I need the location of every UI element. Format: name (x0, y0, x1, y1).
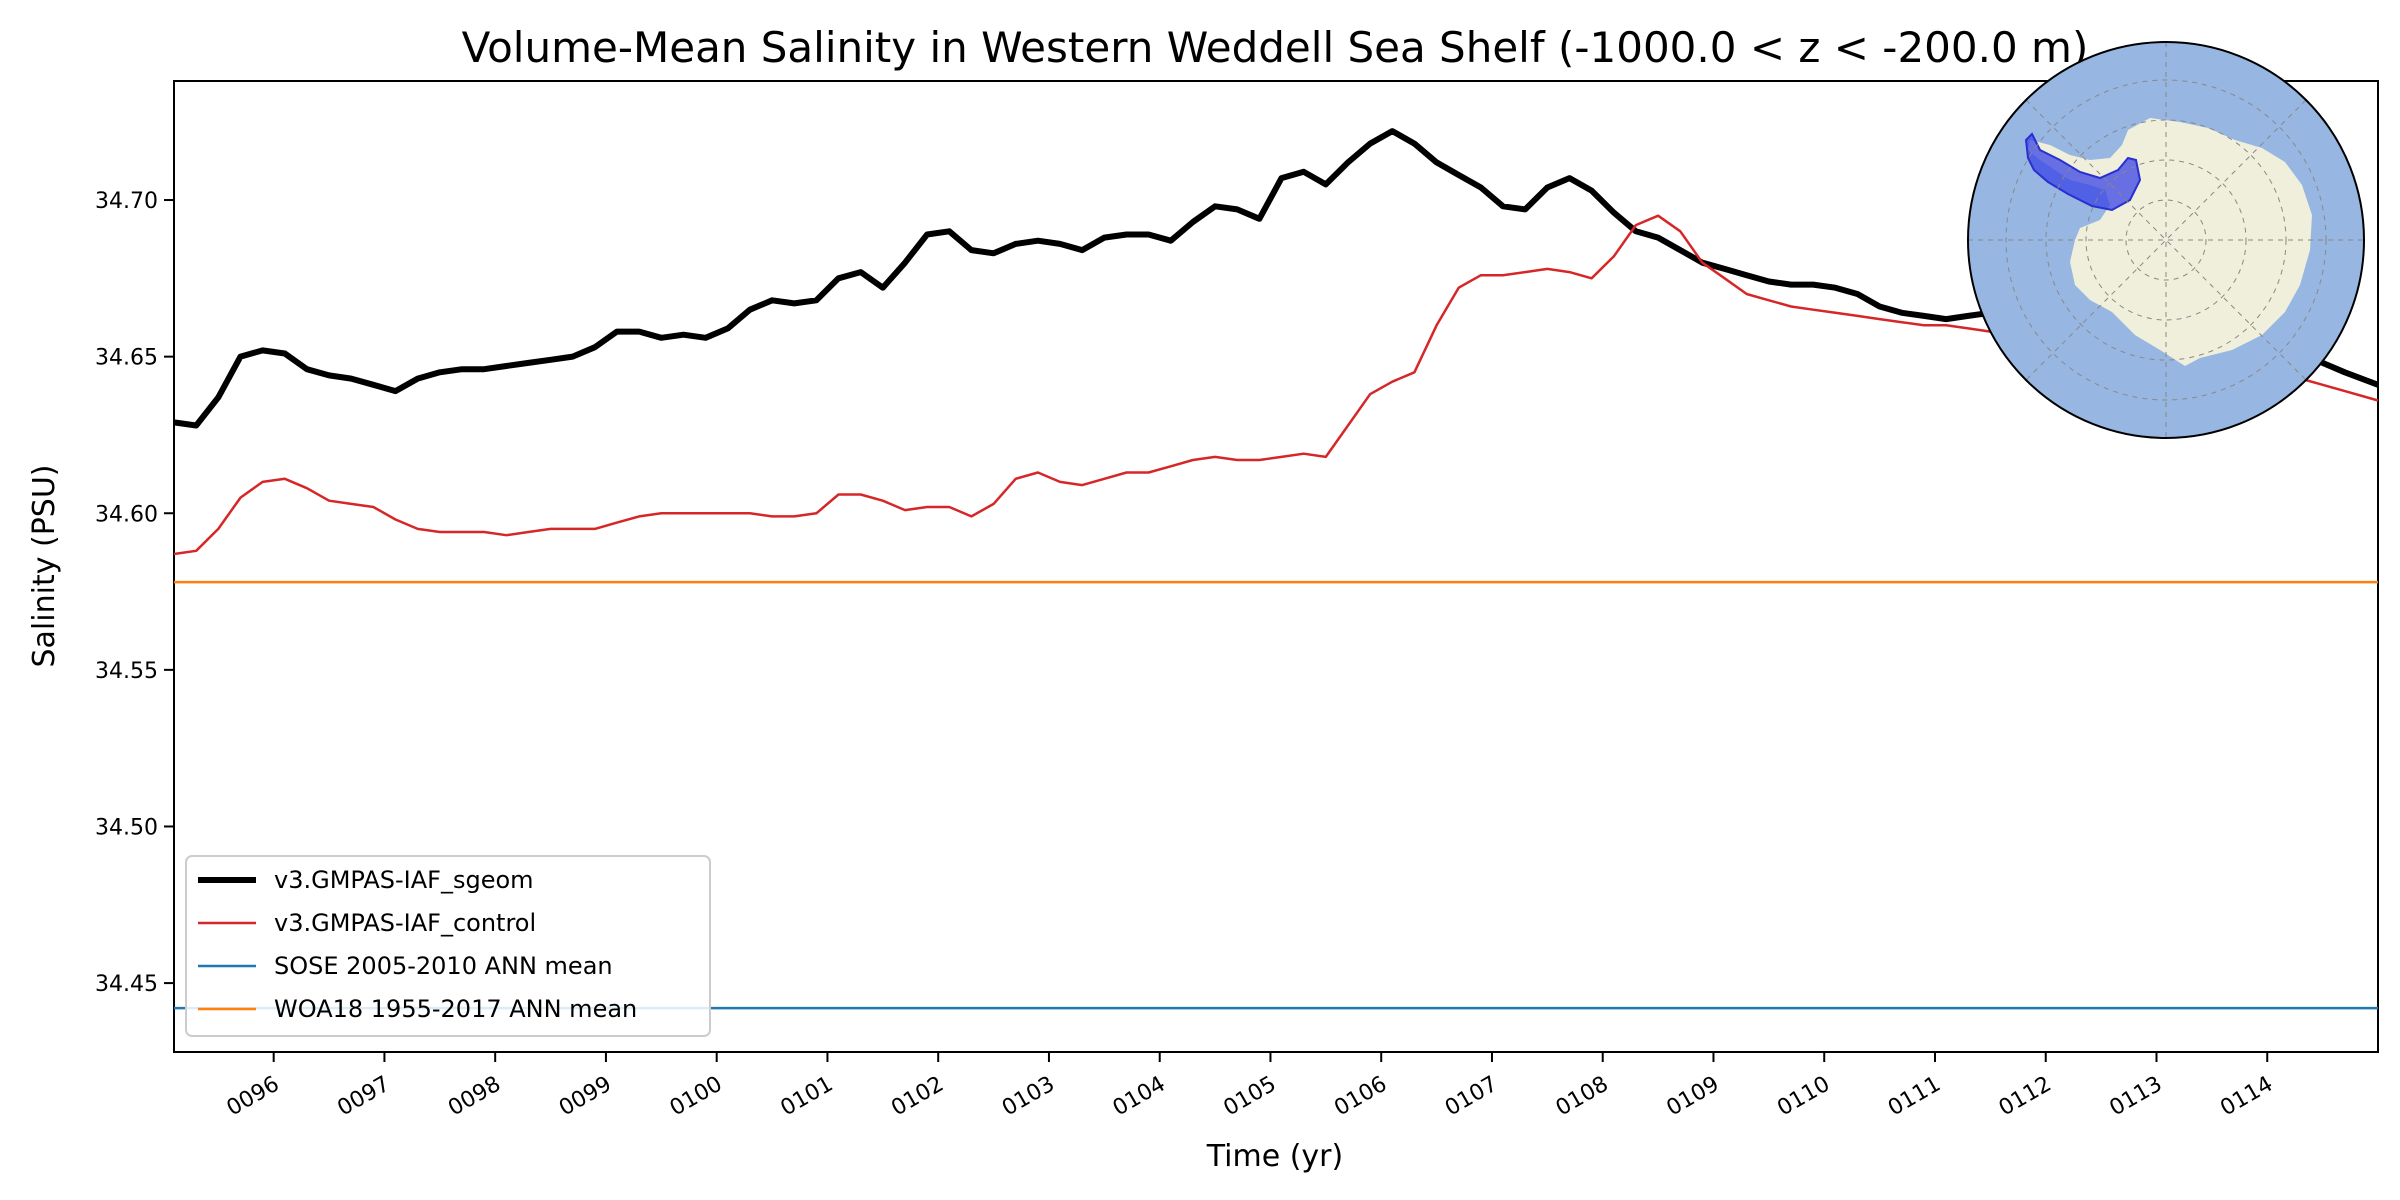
x-tick-label: 0102 (887, 1072, 948, 1122)
inset-border (1967, 41, 2365, 439)
legend-label: v3.GMPAS-IAF_sgeom (274, 866, 534, 894)
x-tick-label: 0106 (1330, 1072, 1391, 1122)
x-tick-label: 0101 (776, 1072, 837, 1122)
y-tick-label: 34.55 (95, 659, 158, 684)
x-tick-label: 0099 (555, 1072, 616, 1122)
legend-label: v3.GMPAS-IAF_control (274, 909, 536, 937)
x-tick-label: 0105 (1219, 1072, 1280, 1122)
legend-label: SOSE 2005-2010 ANN mean (274, 952, 613, 980)
x-tick-label: 0107 (1441, 1072, 1502, 1122)
y-tick-label: 34.50 (95, 815, 158, 840)
legend-label: WOA18 1955-2017 ANN mean (274, 995, 637, 1023)
x-tick-label: 0097 (333, 1072, 394, 1122)
y-axis-label: Salinity (PSU) (27, 465, 62, 668)
inset-region-highlight (2024, 132, 2142, 212)
y-tick-label: 34.70 (95, 189, 158, 214)
y-axis-ticks: 34.45 34.50 34.55 34.60 34.65 34.70 (95, 189, 174, 997)
y-tick-label: 34.65 (95, 346, 158, 371)
legend-box (185, 855, 711, 1037)
x-axis-label: Time (yr) (1206, 1139, 1343, 1174)
x-tick-label: 0111 (1884, 1072, 1945, 1122)
x-tick-label: 0098 (444, 1072, 505, 1122)
x-tick-label: 0114 (2216, 1072, 2277, 1122)
y-tick-label: 34.60 (95, 502, 158, 527)
y-tick-label: 34.45 (95, 972, 158, 997)
x-tick-label: 0112 (1995, 1072, 2056, 1122)
x-tick-label: 0100 (666, 1072, 727, 1122)
chart-title: Volume-Mean Salinity in Western Weddell … (462, 23, 2089, 72)
legend: v3.GMPAS-IAF_sgeom v3.GMPAS-IAF_control SO… (185, 855, 711, 1037)
x-tick-label: 0109 (1662, 1072, 1723, 1122)
x-tick-label: 0108 (1552, 1072, 1613, 1122)
x-tick-label: 0104 (1109, 1072, 1170, 1122)
inset-antarctic-map (1967, 41, 2365, 439)
legend-items: v3.GMPAS-IAF_sgeom v3.GMPAS-IAF_control SO… (198, 866, 637, 1023)
x-axis-ticks: 0096 0097 0098 0099 0100 0101 0102 0103 0104 0105… (223, 1052, 2277, 1122)
x-tick-label: 0113 (2105, 1072, 2166, 1122)
inset-graticule (1968, 42, 2364, 438)
x-tick-label: 0103 (998, 1072, 1059, 1122)
x-tick-label: 0110 (1773, 1072, 1834, 1122)
x-tick-label: 0096 (223, 1072, 284, 1122)
